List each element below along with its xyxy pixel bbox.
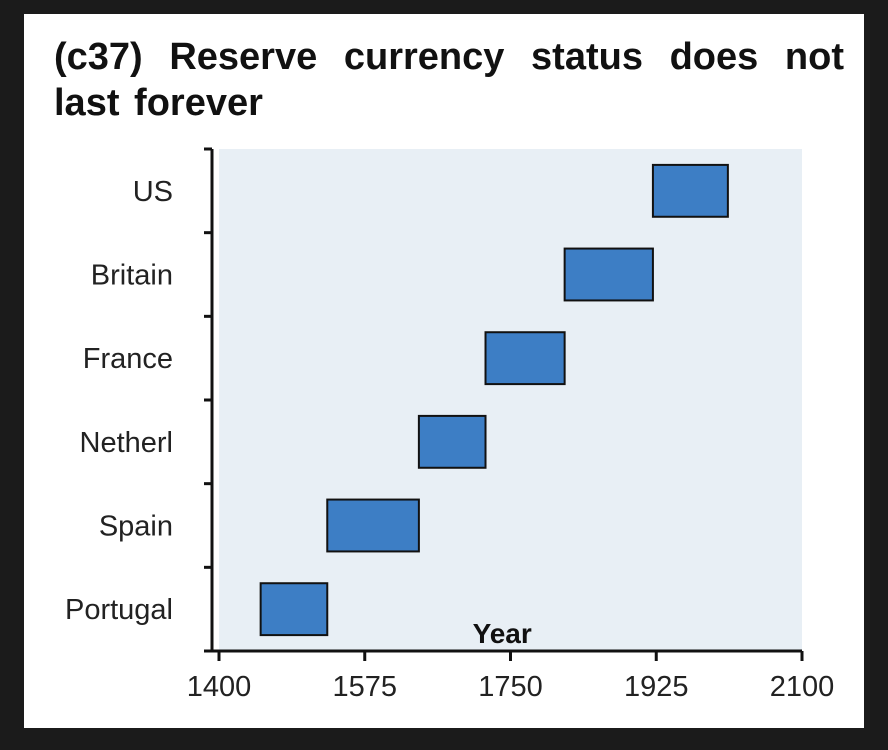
bar-spain [326,498,420,553]
category-label-spain: Spain [99,511,173,543]
category-label-britain: Britain [91,260,173,292]
category-label-france: France [83,343,173,375]
chart-frame: (c37) Reserve currency status does not l… [24,14,864,728]
category-label-portugal: Portugal [65,594,173,626]
chart-title: (c37) Reserve currency status does not l… [54,36,844,124]
x-tick-label-1400: 1400 [187,671,252,703]
x-tick-label-2100: 2100 [770,671,835,703]
axes-group [204,147,804,661]
bar-britain [563,247,654,302]
x-tick-label-1750: 1750 [478,671,543,703]
category-label-netherl: Netherl [80,427,174,459]
labels-group: US Britain France Netherl Spain Portugal 1400 1… [65,176,834,703]
bars-group [259,163,729,637]
x-axis-label: Year [473,618,532,649]
bar-portugal [259,582,329,637]
plot-area [219,149,802,651]
chart-svg: US Britain France Netherl Spain Portugal 1400 1… [65,147,834,703]
category-label-us: US [133,176,173,208]
x-tick-label-1575: 1575 [332,671,397,703]
bar-us [651,163,729,218]
x-tick-label-1925: 1925 [624,671,689,703]
bar-netherl [417,414,487,469]
bar-france [484,331,566,386]
